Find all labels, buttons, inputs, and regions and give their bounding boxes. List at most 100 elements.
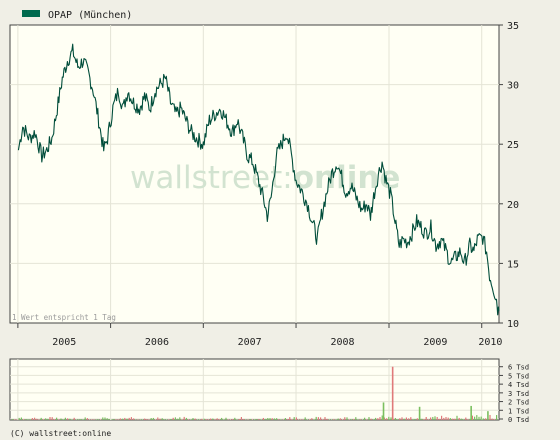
volume-spike-bar — [391, 366, 394, 420]
volume-bar — [216, 418, 218, 420]
volume-bar — [113, 418, 115, 420]
volume-bar — [130, 417, 132, 420]
sampling-note: 1 Wert entspricht 1 Tag — [12, 313, 116, 322]
volume-bar — [361, 419, 363, 420]
volume-bar — [383, 417, 385, 420]
volume-bar — [199, 419, 201, 420]
volume-bar — [139, 419, 141, 420]
volume-bar — [313, 419, 315, 420]
vol-y-tick-label: 4 Tsd — [508, 381, 529, 389]
volume-bar — [273, 418, 275, 420]
volume-bar — [20, 417, 22, 420]
volume-bar — [289, 417, 291, 420]
volume-bar — [436, 417, 438, 420]
volume-bar — [357, 419, 359, 420]
volume-bar — [298, 419, 300, 420]
volume-bar — [29, 419, 31, 420]
volume-bar — [227, 419, 229, 420]
volume-bar — [309, 419, 311, 420]
volume-bar — [302, 419, 304, 420]
volume-bar — [106, 418, 108, 420]
volume-bar — [111, 419, 113, 420]
vol-y-tick-label: 2 Tsd — [508, 399, 529, 407]
volume-bar — [414, 419, 416, 420]
volume-bar — [18, 417, 20, 420]
volume-bar — [249, 418, 251, 420]
volume-bar — [201, 418, 203, 420]
legend-swatch — [22, 10, 40, 17]
volume-bar — [368, 417, 370, 420]
volume-bar — [282, 419, 284, 420]
volume-bar — [291, 419, 293, 420]
volume-bar — [240, 417, 242, 420]
volume-bar — [221, 417, 223, 420]
price-grid — [10, 25, 499, 323]
copyright: (C) wallstreet:online — [10, 429, 111, 438]
volume-bar — [322, 419, 324, 420]
volume-bar — [449, 418, 451, 420]
volume-bar — [408, 418, 410, 420]
volume-bar — [223, 419, 225, 420]
volume-bar — [300, 419, 302, 420]
volume-bar — [493, 419, 495, 420]
volume-bar — [247, 419, 249, 420]
volume-bar — [122, 418, 124, 420]
volume-bar — [78, 419, 80, 420]
volume-bar — [194, 418, 196, 420]
volume-bar — [148, 419, 150, 420]
volume-bar — [170, 418, 172, 420]
volume-bar — [181, 419, 183, 420]
volume-bar — [287, 419, 289, 420]
volume-bar — [115, 419, 117, 420]
volume-bar — [377, 418, 379, 420]
volume-bar — [155, 419, 157, 420]
volume-bar — [177, 418, 179, 420]
price-panel: wallstreet:online 1 Wert entspricht 1 Ta… — [9, 21, 519, 330]
volume-spike-bar — [487, 411, 489, 420]
volume-bar — [97, 419, 99, 420]
y-tick-label: 15 — [507, 259, 519, 270]
volume-bar — [95, 419, 97, 420]
volume-bar — [443, 417, 445, 420]
watermark: wallstreet:online — [130, 160, 400, 196]
volume-bar — [91, 419, 93, 420]
volume-bar — [344, 417, 346, 420]
volume-bar — [135, 419, 137, 420]
volume-bar — [401, 417, 403, 420]
volume-bar — [416, 418, 418, 420]
legend-label: OPAP (München) — [48, 10, 132, 21]
volume-bar — [485, 418, 487, 420]
volume-bar — [62, 419, 64, 420]
volume-bar — [210, 418, 212, 420]
y-tick-label: 30 — [507, 81, 519, 92]
y-tick-label: 25 — [507, 140, 519, 151]
x-tick-label: 2006 — [145, 337, 169, 348]
volume-bar — [229, 419, 231, 420]
volume-bar — [276, 418, 278, 420]
volume-bar — [496, 415, 498, 420]
volume-bar — [71, 419, 73, 420]
volume-bar — [359, 419, 361, 420]
volume-spike-bar — [382, 402, 385, 420]
volume-bar — [119, 418, 121, 420]
volume-bar — [89, 419, 91, 420]
volume-bar — [465, 417, 467, 420]
volume-bar — [137, 419, 139, 420]
volume-bar — [218, 419, 220, 420]
volume-bar — [478, 416, 480, 420]
x-axis: 2005 2006 2007 2008 2009 2010 — [17, 323, 502, 348]
volume-bar — [185, 417, 187, 420]
volume-bar — [232, 419, 234, 420]
volume-spike-bar — [470, 405, 472, 420]
volume-bar — [236, 419, 238, 420]
volume-bar — [348, 419, 350, 420]
volume-bar — [441, 415, 443, 420]
y-tick-label: 20 — [507, 200, 519, 211]
x-tick-label: 2007 — [238, 337, 262, 348]
volume-bar — [421, 418, 423, 420]
volume-bar — [320, 417, 322, 420]
volume-bar — [328, 419, 330, 420]
volume-bar — [150, 418, 152, 420]
volume-bar — [75, 419, 77, 420]
